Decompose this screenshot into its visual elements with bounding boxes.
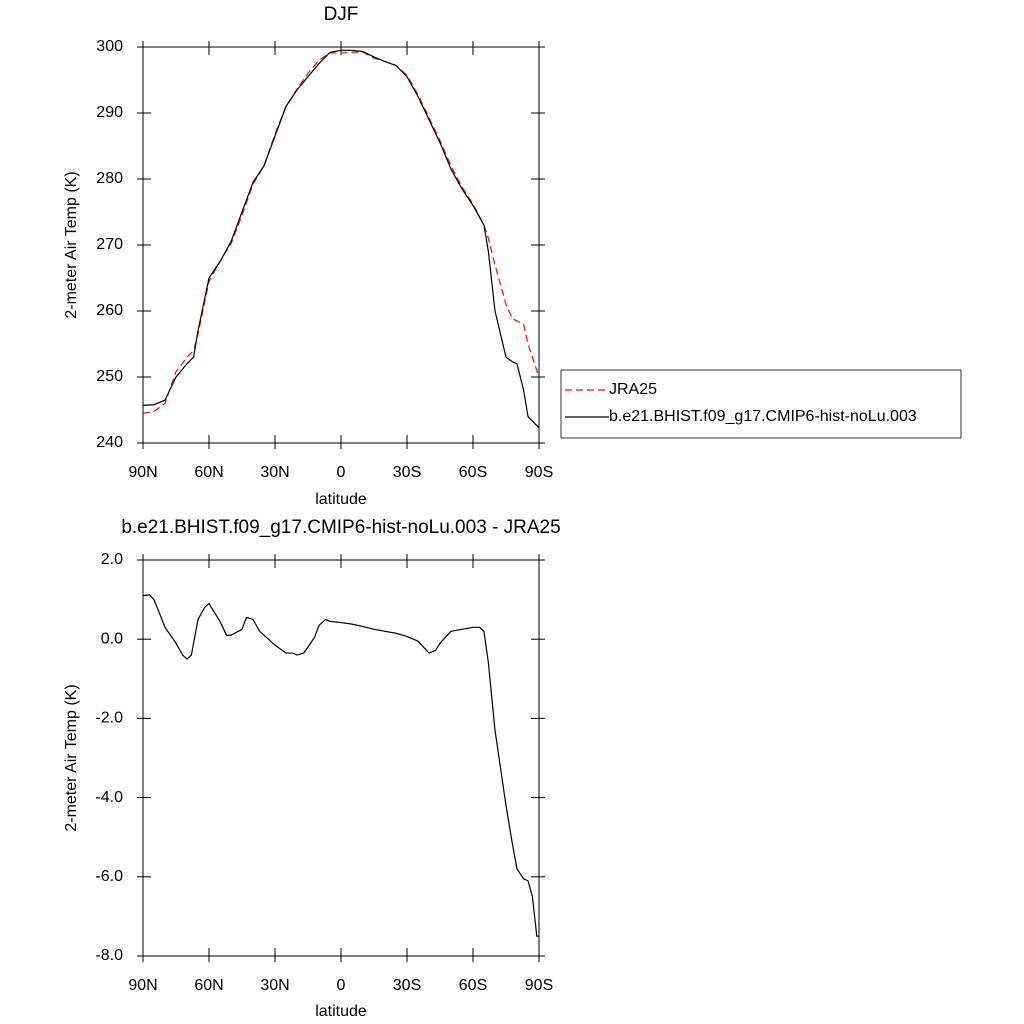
x-tick-label: 90N xyxy=(128,977,157,994)
x-tick-label: 90N xyxy=(128,464,157,481)
plot: DJF latitude 2-meter Air Temp (K) 90N 60N 30N… xyxy=(63,4,962,508)
y-axis-label: 2-meter Air Temp (K) xyxy=(63,171,80,318)
x-tick-label: 30N xyxy=(260,977,289,994)
x-tick-label: 60N xyxy=(194,464,223,481)
data-line xyxy=(142,49,540,429)
x-tick-label: 90S xyxy=(525,464,553,481)
x-tick-label: 90S xyxy=(525,977,553,994)
y-tick-label: 270 xyxy=(96,236,123,253)
x-tick-label: 60S xyxy=(459,464,487,481)
x-tick-label: 60S xyxy=(459,977,487,994)
y-tick-label: 290 xyxy=(96,104,123,121)
y-tick-label: 300 xyxy=(96,38,123,55)
y-axis-label: 2-meter Air Temp (K) xyxy=(63,684,80,831)
x-tick-label: 0 xyxy=(337,977,346,994)
x-axis-label: latitude xyxy=(315,491,367,508)
x-tick-label: 0 xyxy=(337,464,346,481)
y-tick-label: 240 xyxy=(96,434,123,451)
y-tick-label: 250 xyxy=(96,368,123,385)
y-tick-label: -4.0 xyxy=(95,789,123,806)
x-tick-label: 30S xyxy=(393,977,421,994)
legend-box xyxy=(560,369,962,439)
chart-title: b.e21.BHIST.f09_g17.CMIP6-hist-noLu.003 … xyxy=(121,517,560,538)
y-tick-label: -8.0 xyxy=(95,947,123,964)
y-tick-label: 2.0 xyxy=(101,551,123,568)
x-axis-label: latitude xyxy=(315,1003,367,1020)
y-tick-label: 260 xyxy=(96,302,123,319)
y-tick-label: 280 xyxy=(96,170,123,187)
y-tick-label: -6.0 xyxy=(95,868,123,885)
data-line xyxy=(142,594,539,937)
plot-frame xyxy=(142,559,540,957)
x-tick-label: 30S xyxy=(393,464,421,481)
plot-frame xyxy=(142,46,540,444)
plot: b.e21.BHIST.f09_g17.CMIP6-hist-noLu.003 … xyxy=(63,517,560,1020)
data-line xyxy=(142,51,540,414)
chart-title: DJF xyxy=(324,4,359,25)
x-tick-label: 60N xyxy=(194,977,223,994)
y-tick-label: -2.0 xyxy=(95,710,123,727)
y-tick-label: 0.0 xyxy=(101,630,123,647)
x-tick-label: 30N xyxy=(260,464,289,481)
legend-label: JRA25 xyxy=(609,381,657,398)
legend-label: b.e21.BHIST.f09_g17.CMIP6-hist-noLu.003 xyxy=(609,408,917,425)
